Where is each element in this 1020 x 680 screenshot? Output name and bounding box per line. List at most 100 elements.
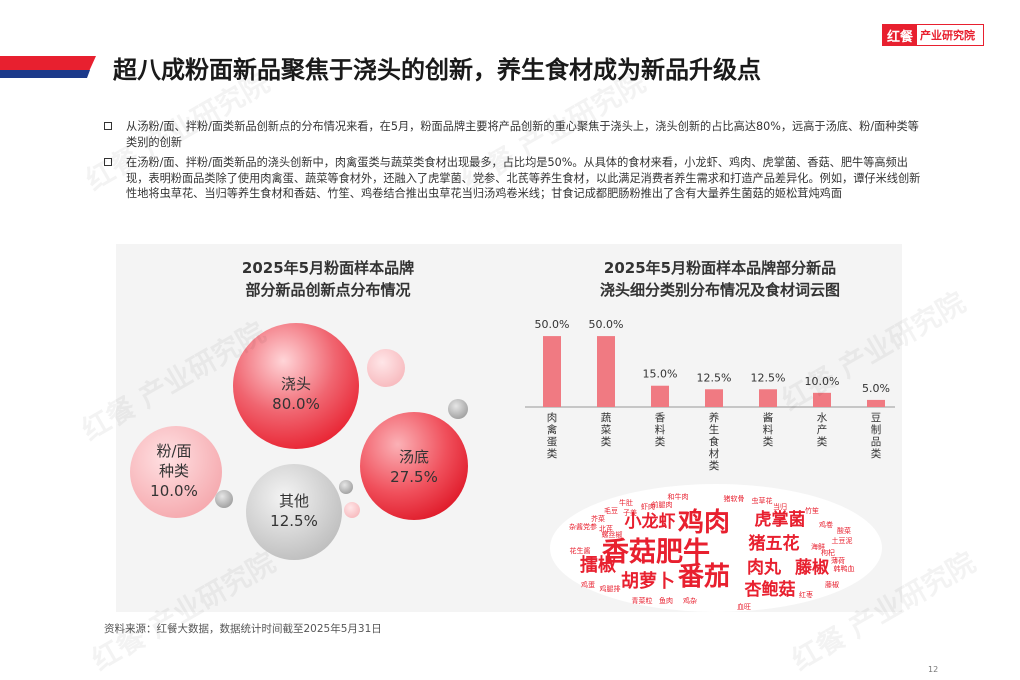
word-cloud-word: 海鲜 [811, 542, 825, 551]
bullet-text: 在汤粉/面、拌粉/面类新品的浇头创新中，肉禽蛋类与蔬菜类食材出现最多，占比均是5… [126, 156, 921, 200]
bubble-chart [130, 323, 468, 560]
bar-category-label: 制 [871, 423, 882, 436]
bar-value-label: 15.0% [643, 368, 678, 381]
word-cloud-word: 肉丸 [747, 557, 782, 578]
bar-category-label: 产 [817, 423, 828, 436]
bubble-topping [233, 323, 359, 449]
word-cloud-word: 杏鲍菇 [745, 579, 796, 600]
bar-category-label: 生 [709, 423, 720, 436]
bar-category-label: 菜 [601, 424, 612, 436]
bar-category-label: 品 [871, 436, 882, 448]
word-cloud-word: 香菇肥牛 [602, 537, 710, 568]
bar-value-label: 12.5% [697, 371, 732, 384]
bar-category-label: 类 [655, 435, 666, 448]
bar-category-label: 材 [709, 447, 720, 460]
word-cloud-word: 藤椒 [825, 580, 839, 589]
bar [867, 399, 885, 407]
word-cloud-word: 芥菜 [591, 514, 605, 523]
word-cloud-word: 虾肉 [641, 502, 655, 511]
bar [705, 389, 723, 407]
bar-category-label: 食 [709, 435, 720, 448]
word-cloud-word: 杂酱 [569, 522, 583, 531]
bubble-label-other: 其他 12.5% [270, 491, 318, 531]
bar-category-label: 蛋 [547, 436, 558, 448]
bubble-other [246, 464, 342, 560]
bar [759, 389, 777, 407]
bubble-label-value: 27.5% [390, 468, 438, 486]
word-cloud-word: 和牛肉 [668, 492, 689, 501]
bubble-label-name: 其他 [278, 492, 309, 510]
word-cloud-word: 薄荷 [831, 556, 845, 565]
bar-category-label: 酱 [763, 411, 774, 424]
bar [813, 392, 831, 407]
decor-bubble [215, 490, 233, 508]
bubble-label-value: 80.0% [272, 395, 320, 413]
word-cloud-word: 毛豆 [604, 506, 618, 515]
bar-category-label: 类 [817, 435, 828, 448]
word-cloud-word: 土豆泥 [832, 536, 853, 545]
word-cloud-word: 北芪 [599, 524, 613, 533]
word-cloud-word: 前腿肉 [652, 500, 673, 509]
bar-category-label: 水 [817, 412, 828, 424]
word-cloud-word: 青菜粒 [632, 596, 653, 605]
decor-bubble [339, 480, 353, 494]
bar-value-label: 12.5% [751, 371, 786, 384]
square-bullet-icon [104, 158, 112, 166]
bullet-list: 从汤粉/面、拌粉/面类新品创新点的分布情况来看，在5月，粉面品牌主要将产品创新的… [104, 119, 924, 207]
bar-category-label: 蔬 [601, 412, 612, 424]
word-cloud-word: 花生酱 [570, 546, 591, 555]
left-chart-title-line: 2025年5月粉面样本品牌 [241, 259, 415, 277]
bullet-item: 从汤粉/面、拌粉/面类新品创新点的分布情况来看，在5月，粉面品牌主要将产品创新的… [104, 119, 924, 150]
bubble-label-value: 10.0% [150, 482, 198, 500]
word-cloud-word: 鱼肉 [659, 596, 673, 605]
bar-category-label: 料 [655, 423, 666, 436]
bubble-label-value: 12.5% [270, 512, 318, 530]
word-cloud-word: 竹笙 [805, 506, 819, 515]
word-cloud-word: 虫草花 [752, 496, 773, 505]
page-number: 12 [928, 665, 939, 674]
square-bullet-icon [104, 122, 112, 130]
bubble-label-soup: 汤底 27.5% [390, 447, 438, 487]
bar-category-label: 豆 [871, 412, 882, 424]
bullet-item: 在汤粉/面、拌粉/面类新品的浇头创新中，肉禽蛋类与蔬菜类食材出现最多，占比均是5… [104, 155, 924, 202]
decor-bubble [367, 349, 405, 387]
word-cloud-word: 猪软骨 [724, 494, 745, 503]
bar-category-label: 类 [871, 447, 882, 460]
bubble-label-name: 粉/面 [156, 442, 192, 460]
word-cloud-word: 鸡卷 [819, 520, 833, 529]
decor-bubble [344, 502, 360, 518]
word-cloud-word: 牛肚 [619, 498, 633, 507]
bar-category-label: 类 [709, 459, 720, 472]
word-cloud-word: 番茄 [678, 562, 730, 592]
source-note: 资料来源：红餐大数据，数据统计时间截至2025年5月31日 [104, 623, 382, 635]
bubble-label-topping: 浇头 80.0% [272, 374, 320, 414]
right-chart-title-line: 浇头细分类别分布情况及食材词云图 [599, 281, 840, 299]
bar-category-label: 类 [547, 447, 558, 460]
word-cloud-word: 虎掌菌 [755, 509, 806, 530]
bubble-label-name: 浇头 [280, 375, 311, 393]
left-chart-title: 2025年5月粉面样本品牌 部分新品创新点分布情况 [196, 257, 460, 301]
word-cloud-word: 党参 [583, 522, 597, 531]
logo-text: 产业研究院 [920, 29, 976, 42]
word-cloud-word: 猪五花 [749, 533, 800, 554]
bar-value-label: 5.0% [862, 382, 890, 395]
word-cloud-word: 子姜 [623, 508, 637, 517]
word-cloud-word: 鸡杂 [683, 596, 697, 605]
logo-mark: 红餐 [883, 25, 918, 45]
bar-chart: 50.0%肉禽蛋类50.0%蔬菜类15.0%香料类12.5%养生食材类12.5%… [525, 318, 895, 472]
right-chart-title-line: 2025年5月粉面样本品牌部分新品 [603, 259, 837, 277]
word-cloud-word: 红枣 [799, 590, 813, 599]
bar [543, 336, 561, 407]
bar-value-label: 10.0% [805, 375, 840, 388]
left-chart-title-line: 部分新品创新点分布情况 [245, 281, 411, 299]
word-cloud-word: 小龙虾 [625, 511, 676, 532]
word-cloud-word: 鸡蛋 [581, 580, 595, 589]
bar-category-label: 类 [601, 435, 612, 448]
word-cloud-word: 藤椒 [795, 557, 829, 578]
bubble-label-name: 种类 [158, 462, 189, 480]
bubble-label-noodle: 粉/面 种类 10.0% [150, 441, 198, 501]
bubble-noodle [130, 426, 222, 518]
bar-category-label: 类 [763, 435, 774, 448]
bar [651, 385, 669, 407]
bullet-text: 从汤粉/面、拌粉/面类新品创新点的分布情况来看，在5月，粉面品牌主要将产品创新的… [126, 120, 919, 149]
